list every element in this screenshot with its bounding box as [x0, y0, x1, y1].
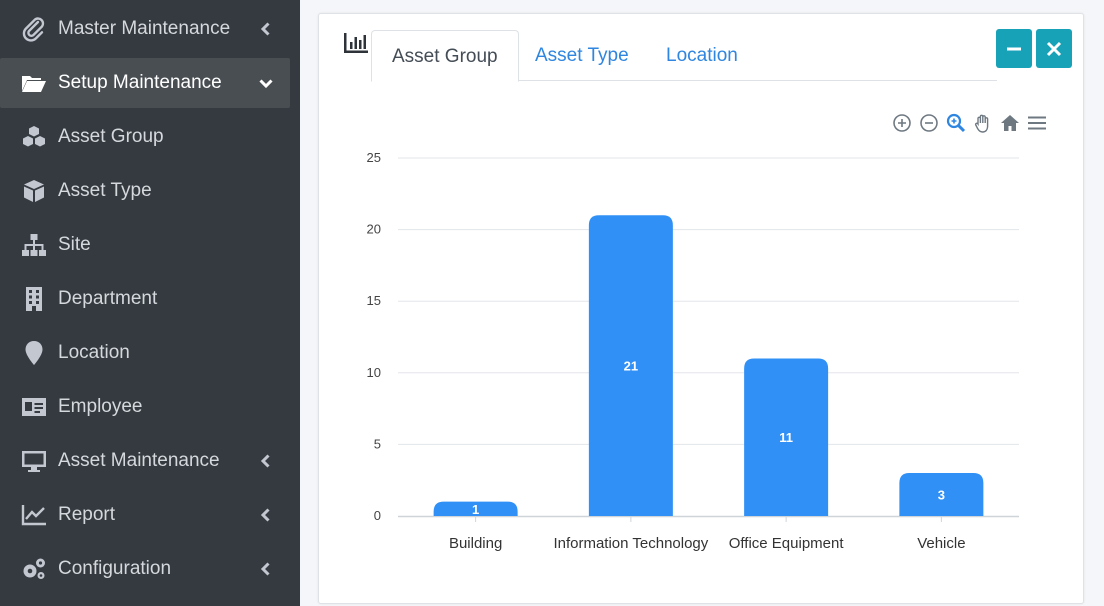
map-marker-icon [20, 339, 48, 367]
chevron-left-icon [256, 505, 276, 525]
sidebar-item-asset-group[interactable]: Asset Group [0, 112, 290, 162]
desktop-icon [20, 447, 48, 475]
sidebar-item-report[interactable]: Report [0, 490, 290, 540]
tabs-divider [371, 80, 997, 81]
y-tick-label: 25 [367, 150, 381, 165]
bar-vehicle [899, 473, 984, 516]
x-tick-label: Information Technology [553, 535, 708, 552]
collapse-button[interactable] [996, 29, 1032, 68]
paperclip-icon [20, 15, 48, 43]
sidebar-item-label: Department [58, 288, 158, 309]
cubes-icon [20, 123, 48, 151]
sidebar-item-site[interactable]: Site [0, 220, 290, 270]
x-tick-label: Vehicle [917, 535, 965, 552]
pan-hand-icon[interactable] [972, 112, 994, 134]
y-tick-label: 5 [374, 436, 381, 451]
sidebar-item-setup-maintenance[interactable]: Setup Maintenance [0, 58, 290, 108]
y-tick-label: 0 [374, 508, 381, 523]
reset-home-icon[interactable] [999, 112, 1021, 134]
sidebar-item-label: Site [58, 234, 91, 255]
cube-icon [20, 177, 48, 205]
sidebar-item-label: Configuration [58, 558, 172, 579]
y-tick-label: 10 [367, 365, 381, 380]
tab-asset-type[interactable]: Asset Type [535, 45, 629, 66]
bar-building [433, 501, 518, 516]
data-label: 21 [624, 359, 638, 374]
minus-icon [1007, 47, 1021, 50]
sidebar-item-label: Asset Type [58, 180, 152, 201]
sidebar-item-asset-type[interactable]: Asset Type [0, 166, 290, 216]
chevron-left-icon [256, 451, 276, 471]
selection-zoom-icon[interactable] [945, 112, 967, 134]
x-tick-label: Office Equipment [729, 535, 845, 552]
folder-open-icon [20, 69, 48, 97]
chart-toolbar [891, 112, 1053, 134]
x-tick-label: Building [449, 535, 502, 552]
sidebar-item-label: Employee [58, 396, 143, 417]
data-label: 1 [472, 502, 479, 517]
sitemap-icon [20, 231, 48, 259]
bar-chart-icon [344, 33, 368, 53]
building-icon [20, 285, 48, 313]
sidebar-item-label: Report [58, 504, 116, 525]
tab-asset-group[interactable]: Asset Group [371, 30, 519, 82]
chart-line-icon [20, 501, 48, 529]
bar-information-technology [588, 215, 673, 516]
data-label: 11 [779, 430, 793, 445]
id-card-icon [20, 393, 48, 421]
tab-location[interactable]: Location [666, 45, 738, 66]
sidebar-item-asset-maintenance[interactable]: Asset Maintenance [0, 436, 290, 486]
sidebar-item-employee[interactable]: Employee [0, 382, 290, 432]
sidebar-item-label: Setup Maintenance [58, 72, 222, 93]
sidebar-item-label: Master Maintenance [58, 18, 231, 39]
sidebar-item-label: Location [58, 342, 130, 363]
chevron-left-icon [256, 559, 276, 579]
sidebar: Master Maintenance Setup Maintenance Asset… [0, 0, 300, 606]
remove-button[interactable] [1036, 29, 1072, 68]
zoom-in-icon[interactable] [891, 112, 913, 134]
sidebar-item-master-maintenance[interactable]: Master Maintenance [0, 4, 290, 54]
sidebar-item-location[interactable]: Location [0, 328, 290, 378]
bar-office-equipment [744, 358, 829, 516]
sidebar-item-label: Asset Maintenance [58, 450, 220, 471]
data-label: 3 [938, 488, 945, 503]
sidebar-item-label: Asset Group [58, 126, 164, 147]
cogs-icon [20, 555, 48, 583]
y-tick-label: 20 [367, 222, 381, 237]
menu-icon[interactable] [1026, 112, 1048, 134]
sidebar-item-configuration[interactable]: Configuration [0, 544, 290, 594]
sidebar-item-department[interactable]: Department [0, 274, 290, 324]
zoom-out-icon[interactable] [918, 112, 940, 134]
chevron-left-icon [256, 19, 276, 39]
chevron-down-icon [256, 73, 276, 93]
times-icon [1046, 41, 1062, 56]
y-tick-label: 15 [367, 293, 381, 308]
